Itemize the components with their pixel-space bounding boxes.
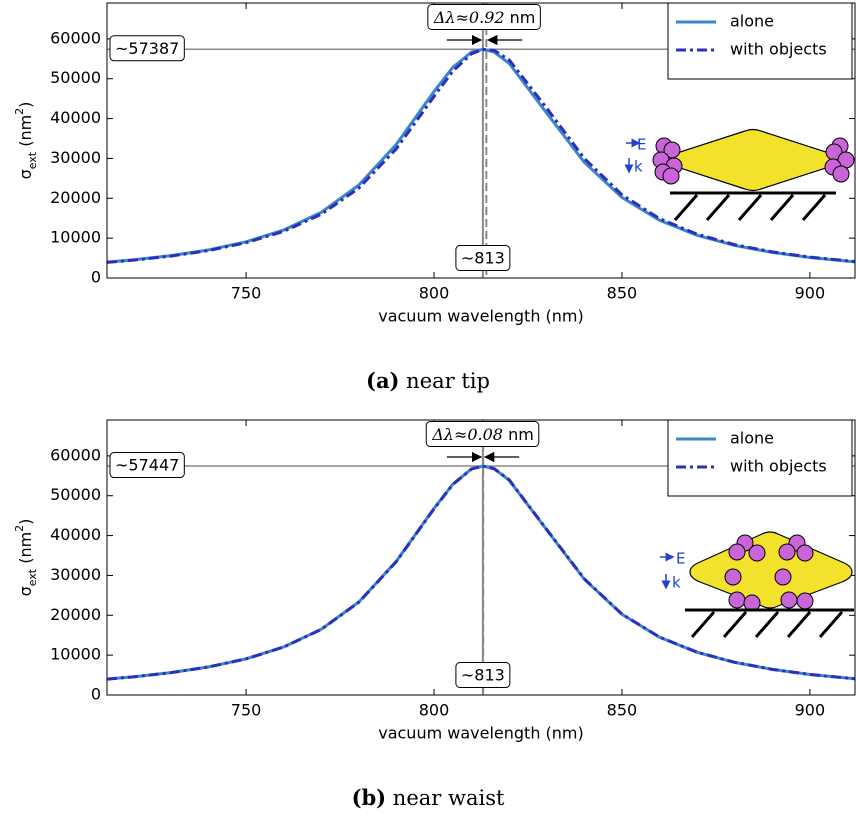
inset-diagram: E k xyxy=(624,128,855,221)
legend-label: alone xyxy=(730,429,774,448)
series-line xyxy=(107,47,855,264)
y-axis-label-part: ) xyxy=(16,102,35,108)
label-box xyxy=(455,245,511,271)
x-tick-label: 750 xyxy=(231,701,262,720)
y-tick-label: 40000 xyxy=(50,525,101,544)
plot-area xyxy=(107,464,855,681)
x-tick-label: 800 xyxy=(419,701,450,720)
y-axis-label-part: (nm xyxy=(16,532,35,569)
label-box xyxy=(455,662,511,688)
axes-frame xyxy=(106,419,856,696)
inset-diagram: E k xyxy=(660,531,854,638)
y-axis-label-part: ext xyxy=(26,568,39,586)
axes-frame xyxy=(106,2,856,279)
label-box xyxy=(427,4,541,30)
y-axis-label-part: σ xyxy=(16,169,35,179)
y-axis-label-part: σ xyxy=(16,586,35,596)
shift-label: Δλ≈0.92 nm xyxy=(433,8,536,27)
shift-label-part: nm xyxy=(505,8,536,27)
x-tick-label: 750 xyxy=(231,284,262,303)
shift-label-part: Δλ≈0.92 xyxy=(433,8,505,27)
inset-label: k xyxy=(672,574,681,592)
x-tick-label: 900 xyxy=(795,284,826,303)
y-axis-label-part: 2 xyxy=(13,108,26,115)
peak-x-label: ~813 xyxy=(461,666,505,685)
y-axis-label-part: 2 xyxy=(13,525,26,532)
label-box xyxy=(425,421,540,447)
label-box xyxy=(109,35,185,62)
x-axis-label: vacuum wavelength (nm) xyxy=(378,724,584,743)
x-tick-label: 850 xyxy=(607,701,638,720)
x-tick-label: 850 xyxy=(607,284,638,303)
legend-box xyxy=(667,2,853,80)
label-box xyxy=(109,452,185,479)
y-axis-label-part: (nm xyxy=(16,115,35,152)
y-tick-label: 10000 xyxy=(50,645,101,664)
shift-label-part: Δλ≈0.08 xyxy=(431,425,503,444)
caption: (a) near tip xyxy=(366,368,490,393)
y-tick-label: 20000 xyxy=(50,188,101,207)
inset-label: k xyxy=(634,158,643,176)
y-tick-label: 20000 xyxy=(50,605,101,624)
y-tick-label: 40000 xyxy=(50,108,101,127)
y-tick-label: 30000 xyxy=(50,565,101,584)
y-tick-label: 60000 xyxy=(50,445,101,464)
inset-label: E xyxy=(676,550,685,568)
legend-label: alone xyxy=(730,12,774,31)
y-axis-label-part: ) xyxy=(16,519,35,525)
caption-label: (b) xyxy=(352,785,387,810)
caption-text: near tip xyxy=(400,369,490,393)
caption: (b) near waist xyxy=(352,785,505,810)
x-axis-label: vacuum wavelength (nm) xyxy=(378,307,584,326)
y-tick-label: 0 xyxy=(91,268,101,287)
legend-box xyxy=(667,419,853,497)
y-tick-label: 0 xyxy=(91,685,101,704)
y-tick-label: 60000 xyxy=(50,28,101,47)
peak-label: ~57387 xyxy=(115,39,179,58)
y-axis-label: σext (nm2) xyxy=(13,102,39,180)
inset-label: E xyxy=(637,136,646,154)
caption-text: near waist xyxy=(386,786,505,810)
y-axis-label: σext (nm2) xyxy=(13,519,39,597)
legend-label: with objects xyxy=(730,457,827,476)
y-tick-label: 50000 xyxy=(50,485,101,504)
y-axis-label-part: ext xyxy=(26,151,39,169)
peak-x-label: ~813 xyxy=(461,249,505,268)
x-tick-label: 800 xyxy=(419,284,450,303)
y-tick-label: 30000 xyxy=(50,148,101,167)
y-tick-label: 10000 xyxy=(50,228,101,247)
shift-label-part: nm xyxy=(503,425,534,444)
plot-area xyxy=(107,47,855,264)
shift-label: Δλ≈0.08 nm xyxy=(431,425,534,444)
series-line xyxy=(107,464,855,681)
panel: 0 10000 20000 30000 40000 50000 60000 750 800 850… xyxy=(13,2,856,393)
peak-label: ~57447 xyxy=(115,456,179,475)
y-tick-label: 50000 xyxy=(50,68,101,87)
caption-label: (a) xyxy=(366,368,399,393)
x-tick-label: 900 xyxy=(795,701,826,720)
panel: 0 10000 20000 30000 40000 50000 60000 750 800 850… xyxy=(13,419,856,810)
legend-label: with objects xyxy=(730,40,827,59)
